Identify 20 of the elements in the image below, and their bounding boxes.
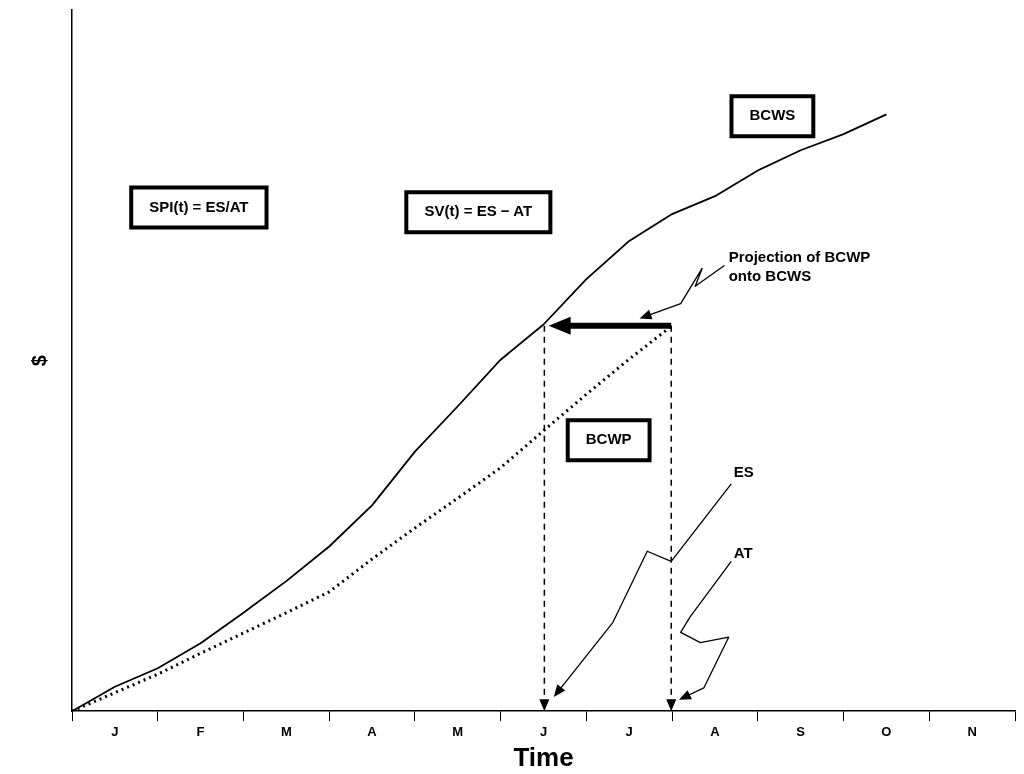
annotation: SV(t) = ES − AT	[424, 202, 533, 220]
annotation: BCWS	[749, 106, 796, 124]
y-axis-title: $	[27, 355, 50, 367]
annotation: Projection of BCWP onto BCWS	[728, 247, 871, 284]
x-tick-label: O	[881, 723, 892, 739]
x-tick-label: J	[539, 723, 548, 739]
x-tick-label: S	[796, 723, 806, 739]
x-tick-label: M	[452, 723, 464, 739]
annotation: ES	[733, 462, 754, 480]
x-axis-title: Time	[513, 741, 574, 772]
x-tick-label: F	[196, 723, 205, 739]
x-tick-label: J	[111, 723, 119, 739]
annotation: SPI(t) = ES/AT	[149, 197, 249, 215]
x-tick-label: M	[280, 723, 292, 739]
x-tick-label: J	[625, 723, 633, 739]
x-tick-label: A	[367, 723, 378, 739]
annotation: AT	[733, 544, 753, 562]
x-tick-label: N	[967, 723, 977, 739]
x-tick-label: A	[710, 723, 721, 739]
annotation: BCWP	[585, 430, 632, 448]
